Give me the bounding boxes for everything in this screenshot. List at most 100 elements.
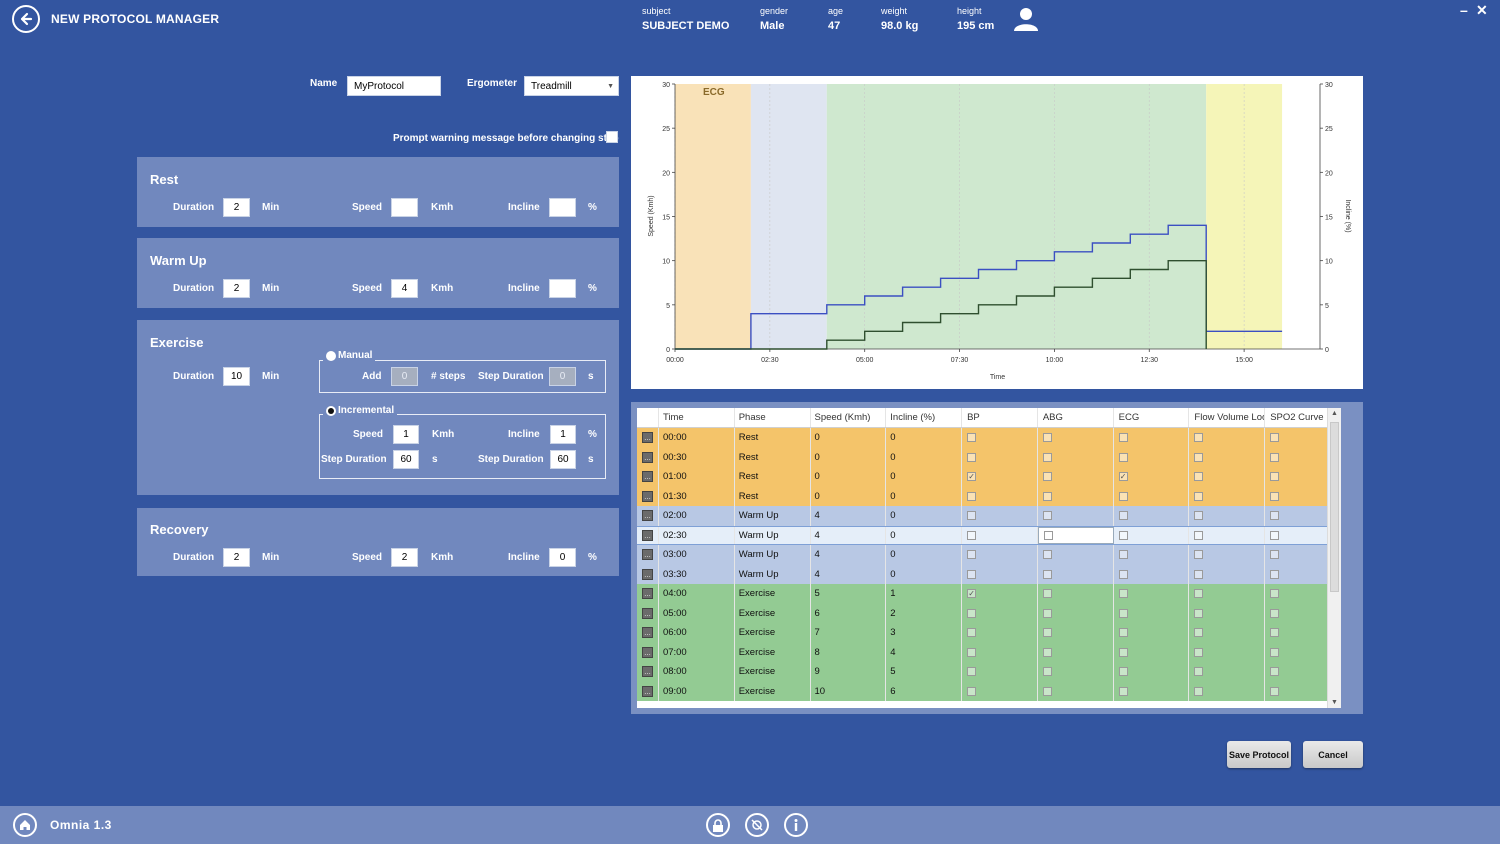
- row-edit-button[interactable]: …: [637, 506, 659, 526]
- table-row[interactable]: … 01:30 Rest 0 0: [637, 486, 1341, 506]
- checkbox[interactable]: [1042, 628, 1052, 638]
- checkbox[interactable]: [1194, 452, 1204, 462]
- checkbox[interactable]: [1270, 686, 1280, 696]
- column-header[interactable]: Time: [659, 408, 735, 427]
- incremental-speed-step-duration-input[interactable]: 60: [393, 450, 419, 469]
- checkbox[interactable]: [1270, 647, 1280, 657]
- checkbox[interactable]: [1270, 511, 1280, 521]
- warmup-speed-input[interactable]: 4: [391, 279, 418, 298]
- manual-step-duration-input[interactable]: 0: [549, 367, 576, 386]
- row-edit-button[interactable]: …: [637, 526, 659, 544]
- checkbox[interactable]: [1194, 608, 1204, 618]
- checkbox[interactable]: [967, 550, 977, 560]
- checkbox-checked[interactable]: ✓: [967, 472, 977, 482]
- save-protocol-button[interactable]: Save Protocol: [1227, 741, 1291, 768]
- checkbox[interactable]: [967, 511, 977, 521]
- warmup-incline-input[interactable]: [549, 279, 576, 298]
- name-input[interactable]: MyProtocol: [347, 76, 441, 96]
- rest-duration-input[interactable]: 2: [223, 198, 250, 217]
- table-scrollbar[interactable]: ▲ ▼: [1327, 408, 1341, 708]
- checkbox[interactable]: [1194, 589, 1204, 599]
- info-button[interactable]: [784, 813, 808, 837]
- checkbox-checked[interactable]: ✓: [1118, 472, 1128, 482]
- checkbox[interactable]: [1118, 530, 1128, 540]
- checkbox[interactable]: [1042, 550, 1052, 560]
- row-edit-button[interactable]: …: [637, 447, 659, 467]
- checkbox[interactable]: [1042, 472, 1052, 482]
- checkbox[interactable]: [1194, 472, 1204, 482]
- recovery-speed-input[interactable]: 2: [391, 548, 418, 567]
- checkbox[interactable]: [1118, 647, 1128, 657]
- ergometer-select[interactable]: Treadmill ▼: [524, 76, 619, 96]
- table-row[interactable]: … 04:00 Exercise 5 1 ✓: [637, 584, 1341, 604]
- no-signal-button[interactable]: [745, 813, 769, 837]
- checkbox[interactable]: [1042, 686, 1052, 696]
- column-header[interactable]: BP: [962, 408, 1038, 427]
- close-button[interactable]: ✕: [1476, 2, 1488, 18]
- checkbox[interactable]: [1118, 628, 1128, 638]
- rest-speed-input[interactable]: [391, 198, 418, 217]
- lock-button[interactable]: [706, 813, 730, 837]
- checkbox[interactable]: [967, 686, 977, 696]
- column-header[interactable]: Incline (%): [886, 408, 963, 427]
- table-row[interactable]: … 02:30 Warm Up 4 0: [637, 525, 1341, 545]
- column-header[interactable]: Flow Volume Loop: [1189, 408, 1266, 427]
- column-header[interactable]: Speed (Kmh): [811, 408, 887, 427]
- checkbox[interactable]: [1194, 550, 1204, 560]
- row-edit-button[interactable]: …: [637, 662, 659, 682]
- row-edit-button[interactable]: …: [637, 428, 659, 448]
- checkbox[interactable]: [1042, 608, 1052, 618]
- row-edit-button[interactable]: …: [637, 603, 659, 623]
- checkbox[interactable]: [1042, 452, 1052, 462]
- row-edit-button[interactable]: …: [637, 564, 659, 584]
- checkbox[interactable]: [1118, 589, 1128, 599]
- checkbox[interactable]: [1118, 569, 1128, 579]
- manual-add-input[interactable]: 0: [391, 367, 418, 386]
- row-edit-button[interactable]: …: [637, 486, 659, 506]
- checkbox[interactable]: [1270, 433, 1280, 443]
- checkbox[interactable]: [1194, 628, 1204, 638]
- incremental-incline-step-duration-input[interactable]: 60: [550, 450, 576, 469]
- checkbox[interactable]: [967, 628, 977, 638]
- table-row[interactable]: … 05:00 Exercise 6 2: [637, 603, 1341, 623]
- column-header[interactable]: Phase: [735, 408, 811, 427]
- checkbox[interactable]: [1042, 433, 1052, 443]
- checkbox[interactable]: [1270, 530, 1280, 540]
- checkbox[interactable]: [967, 530, 977, 540]
- checkbox[interactable]: [1270, 608, 1280, 618]
- checkbox[interactable]: [1118, 667, 1128, 677]
- checkbox[interactable]: [967, 452, 977, 462]
- checkbox[interactable]: [1042, 511, 1052, 521]
- checkbox[interactable]: [1270, 452, 1280, 462]
- checkbox[interactable]: [1194, 667, 1204, 677]
- checkbox[interactable]: [967, 608, 977, 618]
- incremental-speed-input[interactable]: 1: [393, 425, 419, 444]
- scroll-thumb[interactable]: [1330, 422, 1339, 592]
- checkbox[interactable]: [1118, 511, 1128, 521]
- cancel-button[interactable]: Cancel: [1303, 741, 1363, 768]
- rest-incline-input[interactable]: [549, 198, 576, 217]
- checkbox[interactable]: [967, 667, 977, 677]
- checkbox[interactable]: [1270, 628, 1280, 638]
- checkbox[interactable]: [1118, 491, 1128, 501]
- checkbox[interactable]: [1042, 589, 1052, 599]
- checkbox[interactable]: [1194, 647, 1204, 657]
- checkbox[interactable]: [1270, 569, 1280, 579]
- row-edit-button[interactable]: …: [637, 545, 659, 565]
- checkbox[interactable]: [1194, 511, 1204, 521]
- checkbox[interactable]: [967, 569, 977, 579]
- checkbox[interactable]: [1118, 452, 1128, 462]
- table-row[interactable]: … 07:00 Exercise 8 4: [637, 642, 1341, 662]
- row-edit-button[interactable]: …: [637, 681, 659, 701]
- table-row[interactable]: … 02:00 Warm Up 4 0: [637, 506, 1341, 526]
- checkbox[interactable]: [967, 491, 977, 501]
- back-button[interactable]: [12, 5, 40, 33]
- table-row[interactable]: … 09:00 Exercise 10 6: [637, 681, 1341, 701]
- checkbox[interactable]: [1118, 433, 1128, 443]
- checkbox[interactable]: [1270, 472, 1280, 482]
- table-row[interactable]: … 03:30 Warm Up 4 0: [637, 564, 1341, 584]
- checkbox[interactable]: [1194, 433, 1204, 443]
- exercise-duration-input[interactable]: 10: [223, 367, 250, 386]
- warmup-duration-input[interactable]: 2: [223, 279, 250, 298]
- checkbox[interactable]: [1194, 491, 1204, 501]
